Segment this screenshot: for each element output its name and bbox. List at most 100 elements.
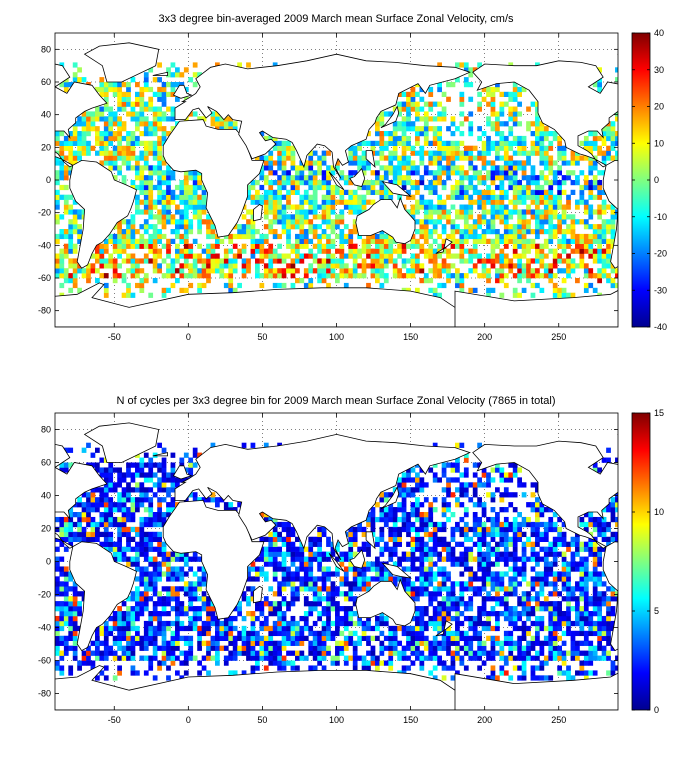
bin-cell bbox=[343, 199, 349, 205]
bin-cell bbox=[512, 625, 518, 632]
bin-cell bbox=[152, 556, 158, 562]
bin-cell bbox=[281, 155, 287, 161]
bin-cell bbox=[148, 67, 154, 73]
bin-cell bbox=[183, 86, 189, 93]
bin-cell bbox=[277, 620, 282, 627]
bin-cell bbox=[615, 77, 618, 83]
bin-cell bbox=[557, 650, 562, 656]
bin-cell bbox=[410, 150, 416, 156]
bin-cell bbox=[535, 596, 540, 602]
bin-cell bbox=[561, 660, 567, 666]
bin-cell bbox=[530, 640, 536, 646]
bin-cell bbox=[548, 160, 554, 166]
bin-cell bbox=[166, 253, 171, 259]
bin-cell bbox=[281, 645, 287, 651]
bin-cell bbox=[388, 665, 394, 671]
bin-cell bbox=[201, 248, 207, 254]
bin-cell bbox=[463, 184, 469, 191]
bin-cell bbox=[579, 591, 585, 597]
bin-cell bbox=[490, 229, 496, 235]
bin-cell bbox=[557, 655, 562, 661]
bin-cell bbox=[335, 160, 340, 166]
bin-cell bbox=[126, 160, 131, 166]
bin-cell bbox=[326, 204, 331, 210]
bin-cell bbox=[526, 121, 531, 127]
bin-cell bbox=[557, 611, 562, 617]
bin-cell bbox=[86, 268, 91, 274]
bin-cell bbox=[59, 625, 65, 632]
bin-cell bbox=[397, 135, 402, 142]
bin-cell bbox=[250, 199, 256, 205]
bin-cell bbox=[388, 243, 394, 249]
bin-cell bbox=[561, 611, 567, 617]
bin-cell bbox=[601, 126, 607, 132]
bin-cell bbox=[490, 571, 496, 577]
bin-cell bbox=[495, 194, 500, 200]
bin-cell bbox=[521, 170, 527, 176]
bin-cell bbox=[557, 536, 562, 542]
bin-cell bbox=[583, 180, 589, 186]
bin-cell bbox=[157, 160, 162, 166]
bin-cell bbox=[348, 611, 354, 617]
bin-cell bbox=[63, 209, 69, 215]
bin-cell bbox=[588, 238, 594, 244]
bin-cell bbox=[388, 233, 394, 240]
bin-cell bbox=[437, 253, 442, 259]
bin-cell bbox=[157, 253, 162, 259]
bin-cell bbox=[352, 571, 358, 577]
bin-cell bbox=[326, 189, 331, 195]
bin-cell bbox=[575, 219, 580, 225]
bin-cell bbox=[59, 586, 65, 592]
bin-cell bbox=[543, 601, 549, 607]
bin-cell bbox=[481, 165, 487, 171]
bin-cell bbox=[281, 581, 287, 587]
bin-cell bbox=[557, 140, 562, 146]
bin-cell bbox=[352, 650, 358, 656]
bin-cell bbox=[250, 645, 256, 651]
bin-cell bbox=[272, 601, 278, 607]
bin-cell bbox=[415, 180, 420, 186]
bin-cell bbox=[335, 650, 340, 656]
bin-cell bbox=[255, 268, 260, 274]
bin-cell bbox=[148, 581, 154, 587]
bin-cell bbox=[99, 541, 105, 547]
bin-cell bbox=[148, 126, 154, 132]
bin-cell bbox=[290, 258, 296, 264]
bin-cell bbox=[55, 170, 60, 176]
bin-cell bbox=[459, 630, 465, 637]
bin-cell bbox=[77, 135, 82, 142]
bin-cell bbox=[290, 591, 296, 597]
bin-cell bbox=[495, 561, 500, 567]
bin-cell bbox=[490, 111, 496, 117]
bin-cell bbox=[259, 282, 265, 289]
bin-cell bbox=[339, 551, 345, 557]
bin-cell bbox=[490, 675, 496, 681]
bin-cell bbox=[55, 199, 60, 205]
bin-cell bbox=[455, 611, 460, 617]
bin-cell bbox=[268, 645, 274, 651]
bin-cell bbox=[295, 591, 300, 597]
bin-cell bbox=[299, 625, 305, 632]
bin-cell bbox=[406, 566, 411, 572]
bin-cell bbox=[81, 145, 87, 151]
bin-cell bbox=[561, 551, 567, 557]
bin-cell bbox=[508, 140, 514, 146]
bin-cell bbox=[299, 243, 305, 249]
bin-cell bbox=[179, 660, 185, 666]
bin-cell bbox=[121, 160, 127, 166]
bin-cell bbox=[570, 675, 576, 681]
velocity-coastlines bbox=[55, 42, 618, 327]
bin-cell bbox=[432, 625, 438, 632]
bin-cell bbox=[361, 546, 367, 552]
bin-cell bbox=[597, 194, 602, 200]
bin-cell bbox=[121, 620, 127, 627]
bin-cell bbox=[263, 180, 269, 186]
bin-cell bbox=[179, 586, 185, 592]
bin-cell bbox=[228, 258, 234, 264]
bin-cell bbox=[290, 160, 296, 166]
bin-cell bbox=[303, 238, 309, 244]
bin-cell bbox=[339, 175, 345, 181]
bin-cell bbox=[72, 650, 78, 656]
bin-cell bbox=[348, 541, 354, 547]
bin-cell bbox=[463, 615, 469, 622]
